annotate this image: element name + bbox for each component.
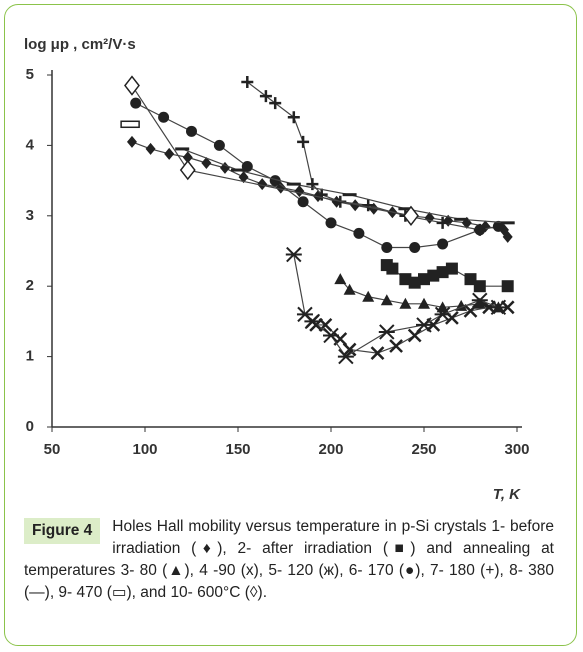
series-line [246,81,480,231]
marker [399,273,412,286]
marker [342,342,357,357]
marker [436,266,449,279]
marker [304,313,321,330]
marker [164,147,175,160]
marker [182,151,193,164]
marker [297,135,310,148]
marker [269,175,281,187]
marker [269,97,282,110]
marker [343,283,356,295]
x-tick-label: 250 [411,441,436,458]
marker [502,230,513,243]
marker [464,273,477,286]
marker [297,196,309,208]
figure-label: Figure 4 [24,518,101,544]
marker [436,301,449,313]
marker [325,217,337,229]
marker [370,346,385,360]
chart: log μp , cm²/V·s T, K 0 1 2 3 4 5 50 100 150 200 2… [24,36,530,503]
marker [490,299,507,316]
marker [257,178,268,191]
y-tick-label: 1 [26,348,34,365]
marker [427,269,440,282]
marker [120,120,140,129]
marker [353,227,365,239]
marker [471,292,488,308]
y-tick-label: 4 [26,136,35,153]
marker [409,241,421,253]
marker [473,280,486,293]
y-tick-label: 3 [26,207,34,224]
marker [436,216,449,229]
x-tick-label: 200 [318,441,343,458]
marker [334,273,347,285]
marker [287,111,300,124]
y-tick-label: 5 [26,66,34,83]
series-line [131,85,412,217]
marker [381,241,393,253]
marker [294,185,305,198]
marker [158,111,170,123]
marker [219,161,230,174]
marker [201,157,212,169]
marker [337,348,354,365]
figure-frame [4,4,577,646]
caption-text: Holes Hall mobility versus temperature i… [24,518,554,601]
marker [323,327,339,344]
marker [380,294,393,306]
marker [362,199,375,212]
marker [445,262,458,275]
marker [437,238,449,250]
marker [241,76,254,89]
marker [350,199,361,212]
marker [501,280,514,293]
x-tick-label: 150 [225,441,250,458]
marker [434,306,451,323]
marker [315,188,328,201]
marker [130,97,142,109]
series-line [339,278,499,308]
marker [418,297,430,309]
x-tick-label: 50 [44,441,61,458]
y-axis-label: log μp , cm²/V·s [24,36,136,53]
series-line [181,148,508,224]
caption: Figure 4 Holes Hall mobility versus tempe… [24,516,554,604]
marker [285,246,302,263]
marker [259,90,272,103]
marker [399,297,412,309]
y-tick-label: 0 [26,418,34,435]
marker [238,171,249,184]
marker [145,142,156,155]
marker [126,135,137,148]
marker [378,324,395,340]
marker [389,339,403,353]
x-tick-label: 100 [132,441,157,458]
x-axis-label: T, K [493,486,521,503]
marker [362,290,375,302]
marker [418,273,430,286]
marker [186,125,197,137]
y-tick-label: 2 [26,277,34,294]
marker [473,223,486,236]
marker [408,276,421,289]
marker [386,262,399,275]
marker [179,159,196,181]
marker [403,205,419,227]
marker [213,139,225,151]
x-tick-label: 300 [504,441,529,458]
marker [416,317,432,333]
marker [124,75,140,96]
